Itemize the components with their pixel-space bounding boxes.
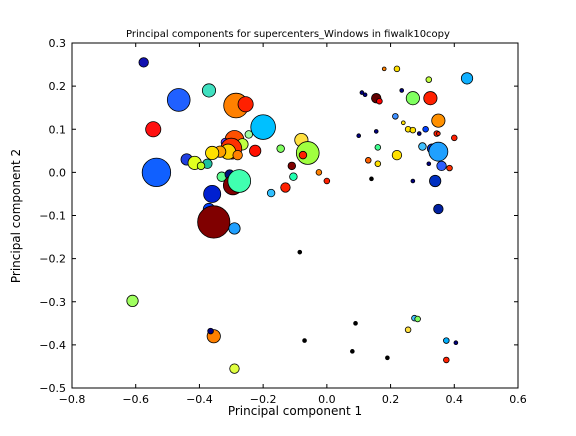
data-point [289, 172, 298, 181]
x-tick-label: 0.4 [446, 393, 464, 406]
x-tick-label: 0.0 [318, 393, 336, 406]
data-point [356, 133, 362, 139]
data-point [416, 131, 422, 136]
y-tick-label: −0.3 [39, 296, 66, 309]
x-tick-label: −0.6 [122, 393, 149, 406]
data-point [287, 161, 297, 171]
data-point [422, 126, 429, 133]
data-point [423, 91, 438, 106]
data-point [365, 157, 372, 164]
data-point [203, 184, 222, 203]
data-point [433, 203, 444, 215]
data-point [141, 157, 172, 188]
x-tick-label: −0.2 [250, 393, 277, 406]
y-tick-label: 0.0 [49, 166, 67, 179]
data-point [145, 121, 162, 138]
data-point [302, 338, 307, 343]
data-point [446, 164, 453, 172]
x-tick-label: −0.8 [59, 393, 86, 406]
data-point [205, 145, 220, 161]
y-tick-label: −0.5 [39, 382, 66, 395]
data-point [276, 144, 285, 153]
data-point [376, 97, 383, 105]
data-point [228, 222, 241, 235]
data-point [266, 188, 276, 198]
x-tick-label: 0.6 [509, 393, 527, 406]
data-point [298, 150, 308, 160]
data-point [392, 113, 399, 120]
data-point [315, 169, 323, 176]
data-point [237, 96, 254, 113]
data-point [431, 113, 446, 128]
data-point [207, 327, 214, 335]
y-tick-label: −0.1 [39, 210, 66, 223]
chart-title: Principal components for supercenters_Wi… [126, 29, 450, 40]
x-tick-label: −0.4 [186, 393, 213, 406]
data-point [453, 340, 459, 346]
data-point [196, 161, 206, 171]
data-point [451, 134, 458, 142]
y-axis-label: Principal component 2 [9, 149, 23, 283]
data-points [126, 57, 474, 374]
x-tick-label: 0.2 [382, 393, 400, 406]
data-point [399, 88, 405, 93]
data-point [391, 149, 403, 161]
data-point [362, 92, 368, 98]
y-tick-label: 0.1 [49, 123, 67, 136]
data-point [138, 57, 149, 68]
data-point [369, 176, 374, 182]
data-point [280, 182, 291, 193]
data-point [323, 177, 331, 185]
data-point [405, 91, 420, 106]
data-point [374, 144, 382, 151]
data-point [197, 205, 231, 239]
data-point [443, 337, 450, 344]
data-point [166, 88, 191, 112]
data-point [426, 161, 432, 167]
data-point [381, 66, 387, 72]
data-point [429, 174, 442, 188]
data-point [404, 326, 412, 334]
data-point [428, 141, 449, 162]
data-point [374, 160, 382, 167]
x-axis-label: Principal component 1 [228, 404, 362, 418]
data-point [126, 294, 139, 307]
data-point [414, 315, 421, 323]
data-point [425, 76, 433, 83]
y-tick-label: −0.2 [39, 253, 66, 266]
plot-frame [71, 42, 519, 389]
data-point [227, 169, 252, 193]
data-point [385, 355, 390, 361]
y-tick-label: 0.2 [49, 80, 67, 93]
data-point [297, 249, 303, 255]
data-point [232, 149, 243, 161]
data-point [436, 131, 441, 136]
data-point [201, 83, 217, 98]
data-point [350, 349, 355, 354]
y-tick-label: 0.3 [49, 37, 67, 50]
data-point [249, 144, 262, 157]
data-point [436, 160, 447, 172]
data-point [443, 356, 450, 364]
data-point [401, 120, 406, 126]
y-tick-label: −0.4 [39, 339, 66, 352]
data-point [353, 321, 358, 326]
data-point [244, 130, 254, 139]
data-point [393, 65, 401, 73]
data-point [410, 178, 416, 184]
data-point [229, 363, 240, 374]
data-point [373, 129, 379, 134]
data-point [359, 90, 365, 95]
data-point [409, 126, 417, 134]
data-point [250, 114, 276, 140]
axis-ticks: −0.8 −0.6 −0.4 −0.2 0.0 0.2 0.4 0.6 −0.5 −0.4 −0.3… [39, 37, 526, 406]
data-point [418, 142, 427, 151]
data-point [460, 72, 474, 85]
